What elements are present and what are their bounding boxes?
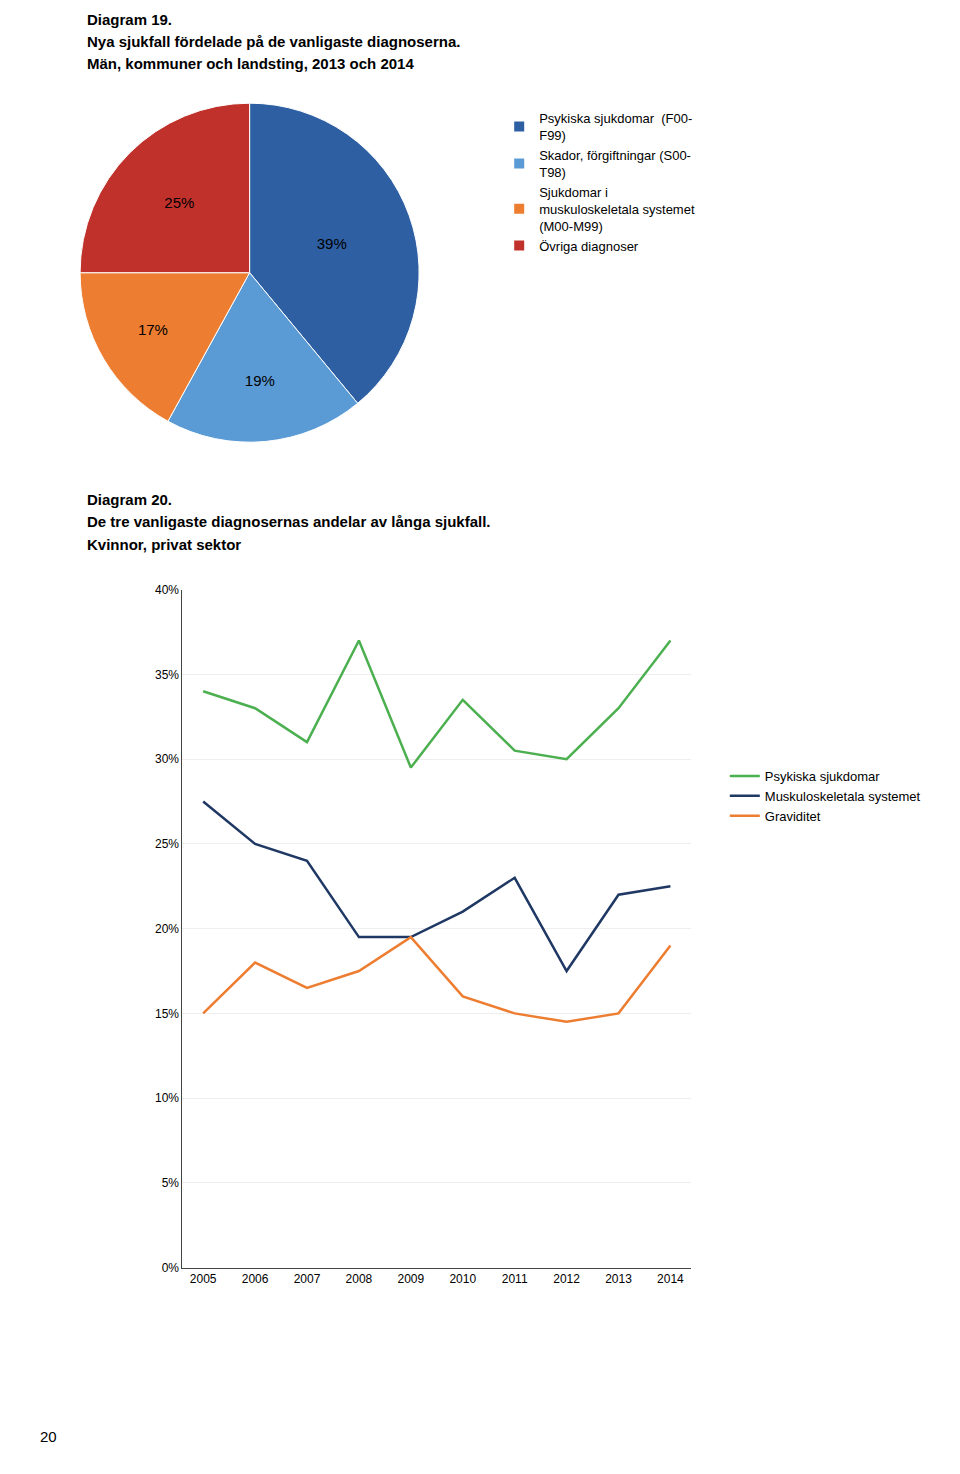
svg-text:2011: 2011 bbox=[502, 1272, 528, 1286]
svg-text:Muskuloskeletala systemet: Muskuloskeletala systemet bbox=[765, 789, 921, 804]
svg-text:Graviditet: Graviditet bbox=[765, 809, 821, 824]
svg-text:2014: 2014 bbox=[657, 1272, 684, 1286]
svg-text:Nya sjukfall fördelade på de v: Nya sjukfall fördelade på de vanligaste … bbox=[87, 33, 460, 50]
svg-text:25%: 25% bbox=[164, 194, 194, 211]
svg-text:2010: 2010 bbox=[449, 1272, 476, 1286]
svg-text:2007: 2007 bbox=[294, 1272, 321, 1286]
svg-text:2005: 2005 bbox=[190, 1272, 217, 1286]
svg-text:De tre vanligaste diagnosernas: De tre vanligaste diagnosernas andelar a… bbox=[87, 513, 491, 530]
svg-text:2008: 2008 bbox=[346, 1272, 373, 1286]
svg-text:Diagram 20.: Diagram 20. bbox=[87, 491, 172, 508]
svg-text:Sjukdomar imuskuloskeletala sy: Sjukdomar imuskuloskeletala systemet(M00… bbox=[539, 185, 695, 234]
svg-text:25%: 25% bbox=[155, 837, 179, 851]
svg-text:20: 20 bbox=[40, 1428, 57, 1445]
svg-text:Diagram 19.: Diagram 19. bbox=[87, 11, 172, 28]
svg-text:30%: 30% bbox=[155, 752, 179, 766]
svg-text:17%: 17% bbox=[138, 321, 168, 338]
svg-text:2006: 2006 bbox=[242, 1272, 269, 1286]
svg-text:0%: 0% bbox=[162, 1261, 180, 1275]
svg-text:Psykiska sjukdomar: Psykiska sjukdomar bbox=[765, 769, 881, 784]
svg-text:15%: 15% bbox=[155, 1007, 179, 1021]
svg-text:20%: 20% bbox=[155, 922, 179, 936]
svg-text:35%: 35% bbox=[155, 668, 179, 682]
svg-text:2012: 2012 bbox=[553, 1272, 580, 1286]
svg-text:39%: 39% bbox=[317, 235, 347, 252]
svg-text:10%: 10% bbox=[155, 1091, 179, 1105]
svg-text:Psykiska sjukdomar (F00-F99): Psykiska sjukdomar (F00-F99) bbox=[539, 111, 692, 143]
svg-text:40%: 40% bbox=[155, 583, 179, 597]
svg-text:5%: 5% bbox=[162, 1176, 180, 1190]
svg-text:Män, kommuner och landsting, 2: Män, kommuner och landsting, 2013 och 20… bbox=[87, 55, 414, 72]
svg-text:19%: 19% bbox=[245, 372, 275, 389]
svg-text:Övriga diagnoser: Övriga diagnoser bbox=[539, 239, 639, 254]
svg-text:2009: 2009 bbox=[397, 1272, 424, 1286]
svg-text:Skador, förgiftningar (S00-T98: Skador, förgiftningar (S00-T98) bbox=[539, 148, 691, 180]
svg-text:Kvinnor, privat sektor: Kvinnor, privat sektor bbox=[87, 536, 241, 553]
svg-text:2013: 2013 bbox=[605, 1272, 632, 1286]
